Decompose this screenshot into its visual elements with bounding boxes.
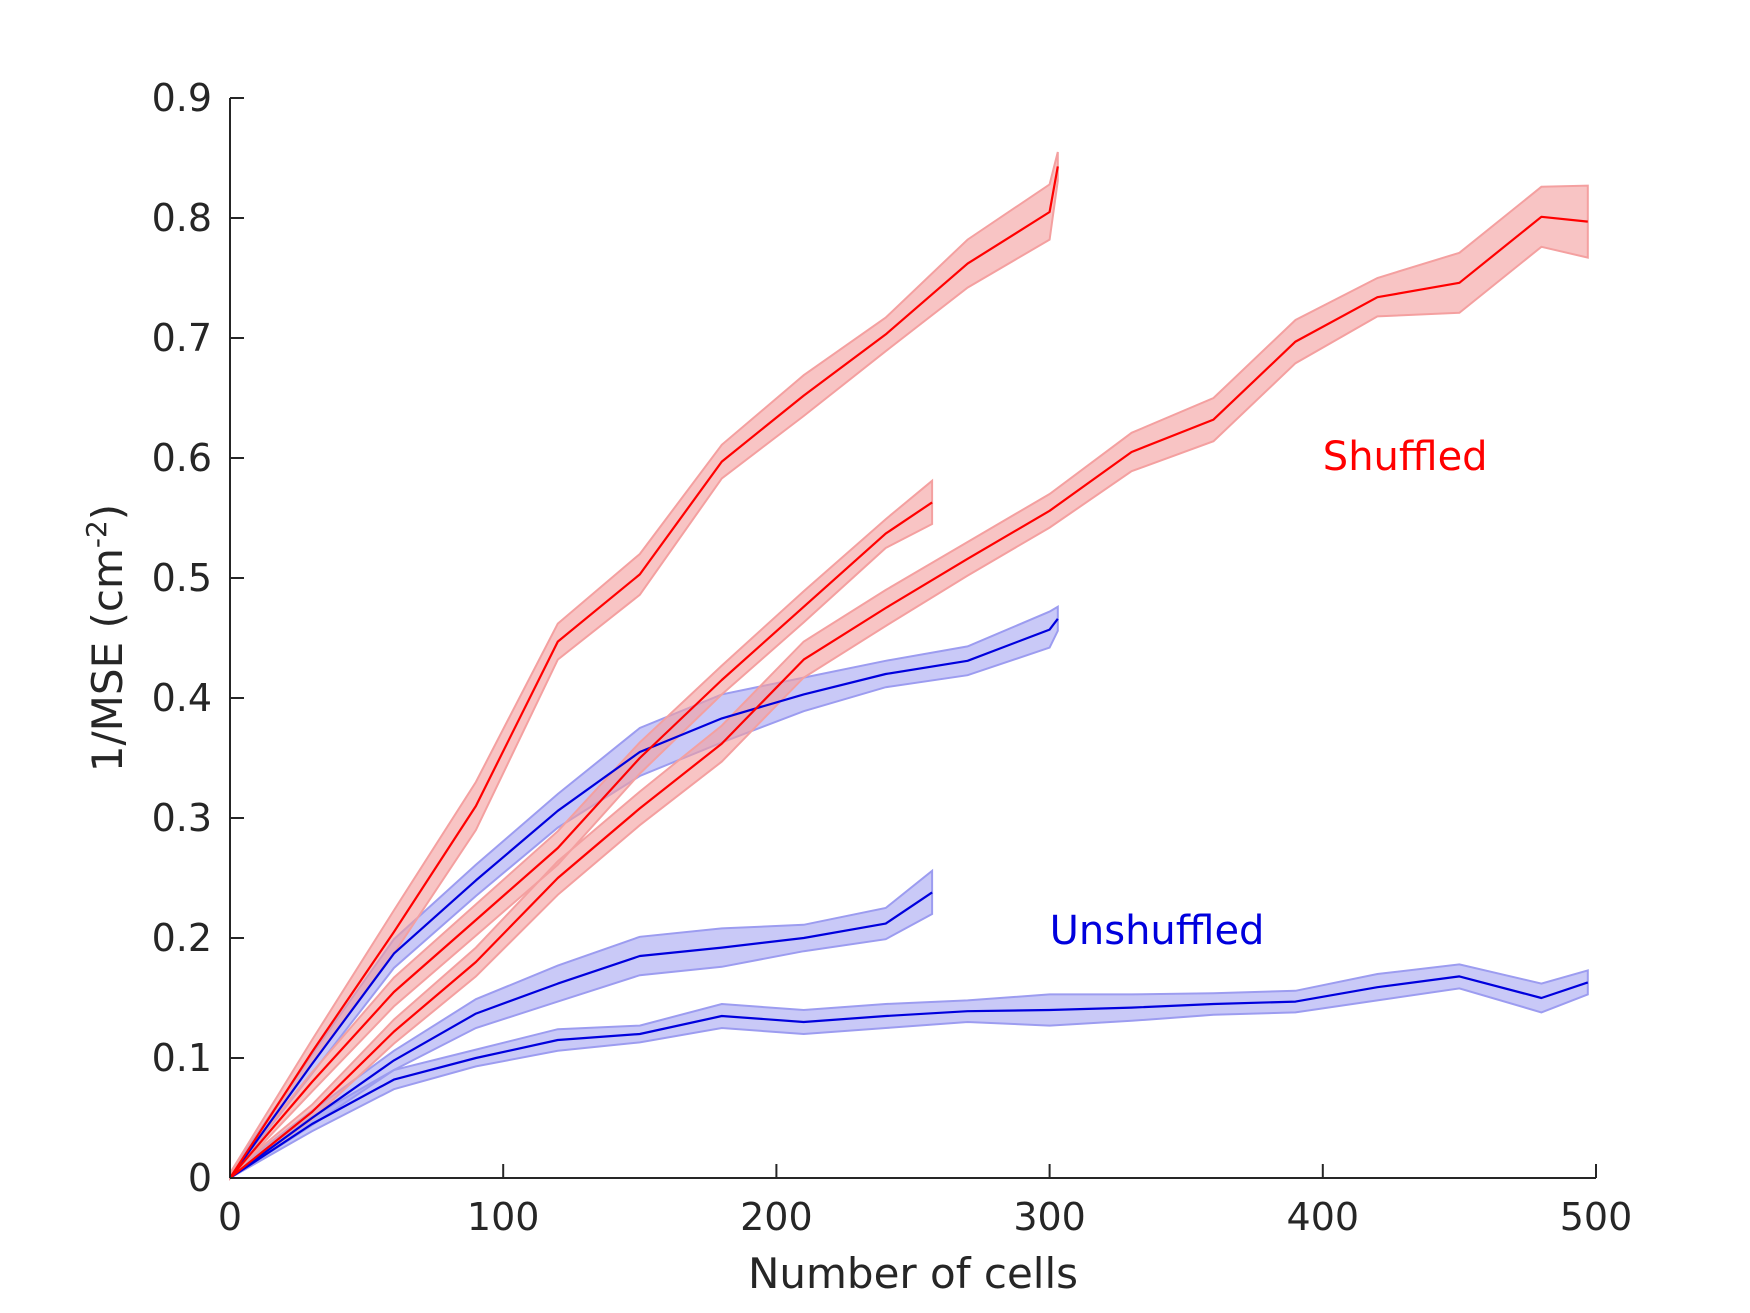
series-2-error-band [229, 478, 934, 1181]
y-tick-label: 0.9 [152, 76, 212, 120]
series-1-line [229, 166, 1059, 1179]
y-axis-title-end: ) [83, 504, 132, 520]
shuffled-annotation: Shuffled [1323, 434, 1488, 480]
series-2-line [229, 501, 933, 1179]
y-tick-label: 0.1 [152, 1036, 212, 1080]
mean-lines [229, 166, 1589, 1179]
y-axis-title-superscript: -2 [80, 520, 113, 548]
annotations: Shuffled Unshuffled [1050, 434, 1488, 954]
y-tick-label: 0.7 [152, 316, 212, 360]
y-axis-title: 1/MSE (cm-2) [80, 504, 132, 772]
series-5-error-band [229, 868, 934, 1180]
error-bands [229, 151, 1589, 1182]
y-tick-label: 0.3 [152, 796, 212, 840]
series-6-line [229, 975, 1589, 1179]
y-tick-label: 0.4 [152, 676, 212, 720]
series-4-line [229, 618, 1059, 1179]
y-tick-label: 0 [188, 1156, 212, 1200]
y-tick-label: 0.5 [152, 556, 212, 600]
x-tick-label: 300 [1013, 1195, 1086, 1239]
x-tick-label: 100 [467, 1195, 540, 1239]
series-6-error-band [229, 963, 1589, 1180]
x-tick-label: 500 [1560, 1195, 1633, 1239]
y-axis-title-main: 1/MSE (cm [83, 548, 132, 772]
x-tick-label: 200 [740, 1195, 813, 1239]
unshuffled-annotation: Unshuffled [1050, 908, 1265, 954]
x-tick-label: 0 [218, 1195, 242, 1239]
y-tick-label: 0.6 [152, 436, 212, 480]
axes [229, 98, 1596, 1179]
series-1-error-band [229, 151, 1059, 1182]
y-ticks: 0 0.1 0.2 0.3 0.4 0.5 0.6 0.7 0.8 0.9 [152, 76, 244, 1200]
x-axis-title: Number of cells [748, 1249, 1078, 1298]
series-4-error-band [229, 605, 1059, 1181]
series-3-line [229, 215, 1588, 1179]
x-tick-label: 400 [1287, 1195, 1360, 1239]
y-tick-label: 0.8 [152, 196, 212, 240]
y-tick-label: 0.2 [152, 916, 212, 960]
series-5-line [229, 891, 933, 1179]
x-ticks: 0 100 200 300 400 500 [218, 1164, 1632, 1239]
